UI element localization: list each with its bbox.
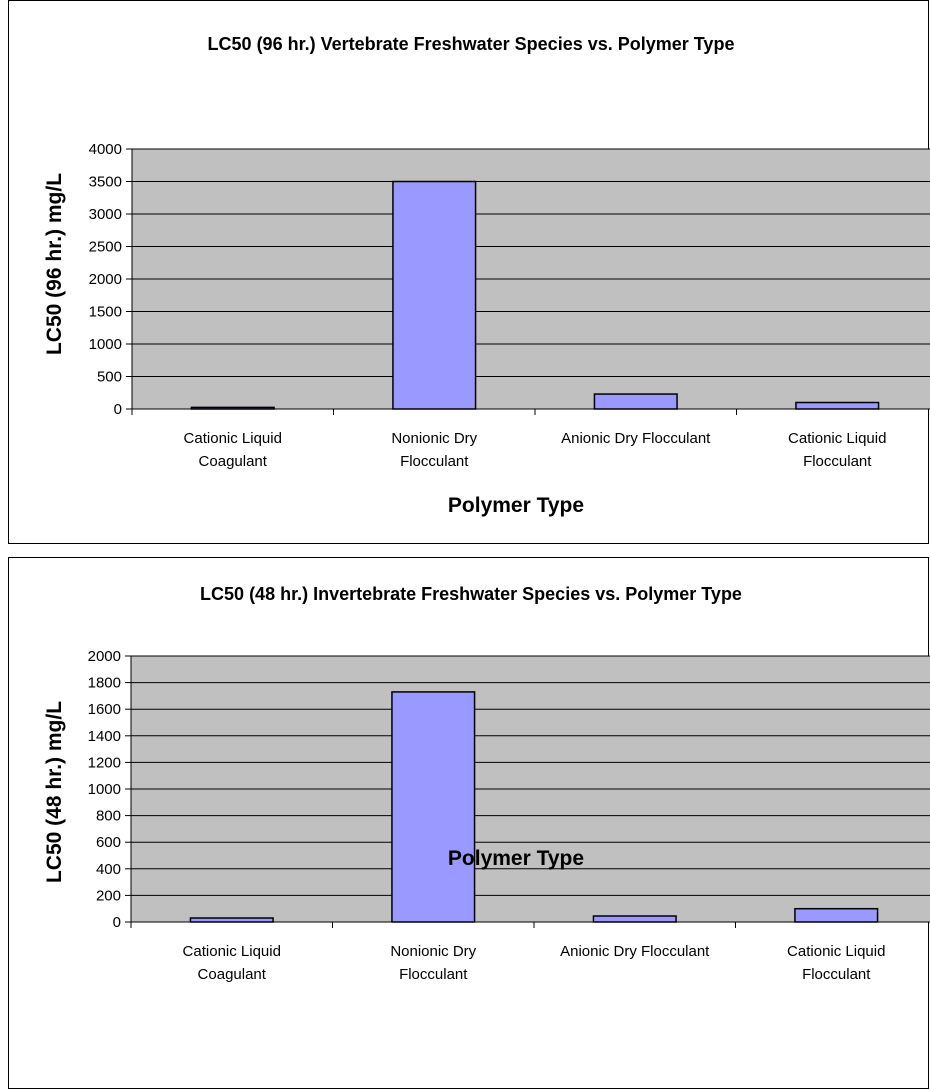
x-category-label: Cationic Liquid [788, 430, 886, 447]
plot-area: 0 200 400 600 800 1000 1200 1400 1600 1800 2000 Cat… [88, 648, 930, 983]
y-tick-label: 3500 [89, 174, 122, 191]
chart-svg: 0 500 1000 1500 2000 2500 3000 3500 4000 Cationic… [43, 34, 930, 517]
x-category-label: Flocculant [802, 966, 871, 983]
bar [593, 393, 678, 410]
x-category-label: Nonionic Dry [391, 430, 477, 447]
y-axis-label: LC50 (96 hr.) mg/L [43, 173, 66, 355]
x-category-label: Nonionic Dry [390, 943, 476, 960]
x-category-label: Anionic Dry Flocculant [561, 430, 711, 447]
bar [795, 401, 880, 410]
x-category-label: Flocculant [400, 453, 469, 470]
x-category-label: Cationic Liquid [183, 943, 281, 960]
y-tick-label: 600 [96, 834, 121, 851]
x-category-label: Flocculant [399, 966, 468, 983]
y-tick-label: 2500 [89, 239, 122, 256]
x-category-label: Cationic Liquid [184, 430, 282, 447]
chart-invertebrate-lc50: 0 200 400 600 800 1000 1200 1400 1600 1800 2000 Cat… [8, 557, 930, 1089]
x-category-label: Anionic Dry Flocculant [560, 943, 710, 960]
y-tick-label: 0 [114, 401, 122, 418]
bar [190, 406, 275, 410]
x-axis-label: Polymer Type [448, 847, 584, 870]
bar [794, 907, 879, 923]
y-tick-label: 0 [113, 914, 121, 931]
y-tick-label: 1400 [88, 728, 121, 745]
bar [592, 915, 677, 923]
chart-title: LC50 (48 hr.) Invertebrate Freshwater Sp… [200, 584, 742, 604]
x-category-label: Coagulant [199, 453, 268, 470]
y-tick-label: 1600 [88, 701, 121, 718]
y-tick-label: 800 [96, 808, 121, 825]
y-tick-label: 1000 [89, 336, 122, 353]
y-tick-label: 2000 [89, 271, 122, 288]
x-category-label: Flocculant [803, 453, 872, 470]
plot-area: 0 500 1000 1500 2000 2500 3000 3500 4000 Cationic… [89, 141, 930, 470]
y-tick-label: 400 [96, 861, 121, 878]
bar [391, 691, 476, 923]
y-tick-label: 1500 [89, 304, 122, 321]
y-tick-label: 1800 [88, 675, 121, 692]
chart-svg: 0 200 400 600 800 1000 1200 1400 1600 1800 2000 Cat… [43, 584, 930, 983]
y-tick-label: 1000 [88, 781, 121, 798]
chart-vertebrate-lc50: 0 500 1000 1500 2000 2500 3000 3500 4000 Cationic… [8, 0, 930, 544]
chart-title: LC50 (96 hr.) Vertebrate Freshwater Spec… [208, 34, 735, 54]
bar [392, 180, 477, 410]
y-tick-label: 4000 [89, 141, 122, 158]
y-tick-label: 2000 [88, 648, 121, 665]
bar [189, 917, 274, 923]
x-category-label: Cationic Liquid [787, 943, 885, 960]
y-tick-label: 3000 [89, 206, 122, 223]
x-axis-label: Polymer Type [448, 494, 584, 517]
y-tick-label: 1200 [88, 754, 121, 771]
y-tick-label: 500 [97, 369, 122, 386]
x-category-label: Coagulant [198, 966, 267, 983]
y-tick-label: 200 [96, 887, 121, 904]
y-axis-label: LC50 (48 hr.) mg/L [43, 701, 66, 883]
